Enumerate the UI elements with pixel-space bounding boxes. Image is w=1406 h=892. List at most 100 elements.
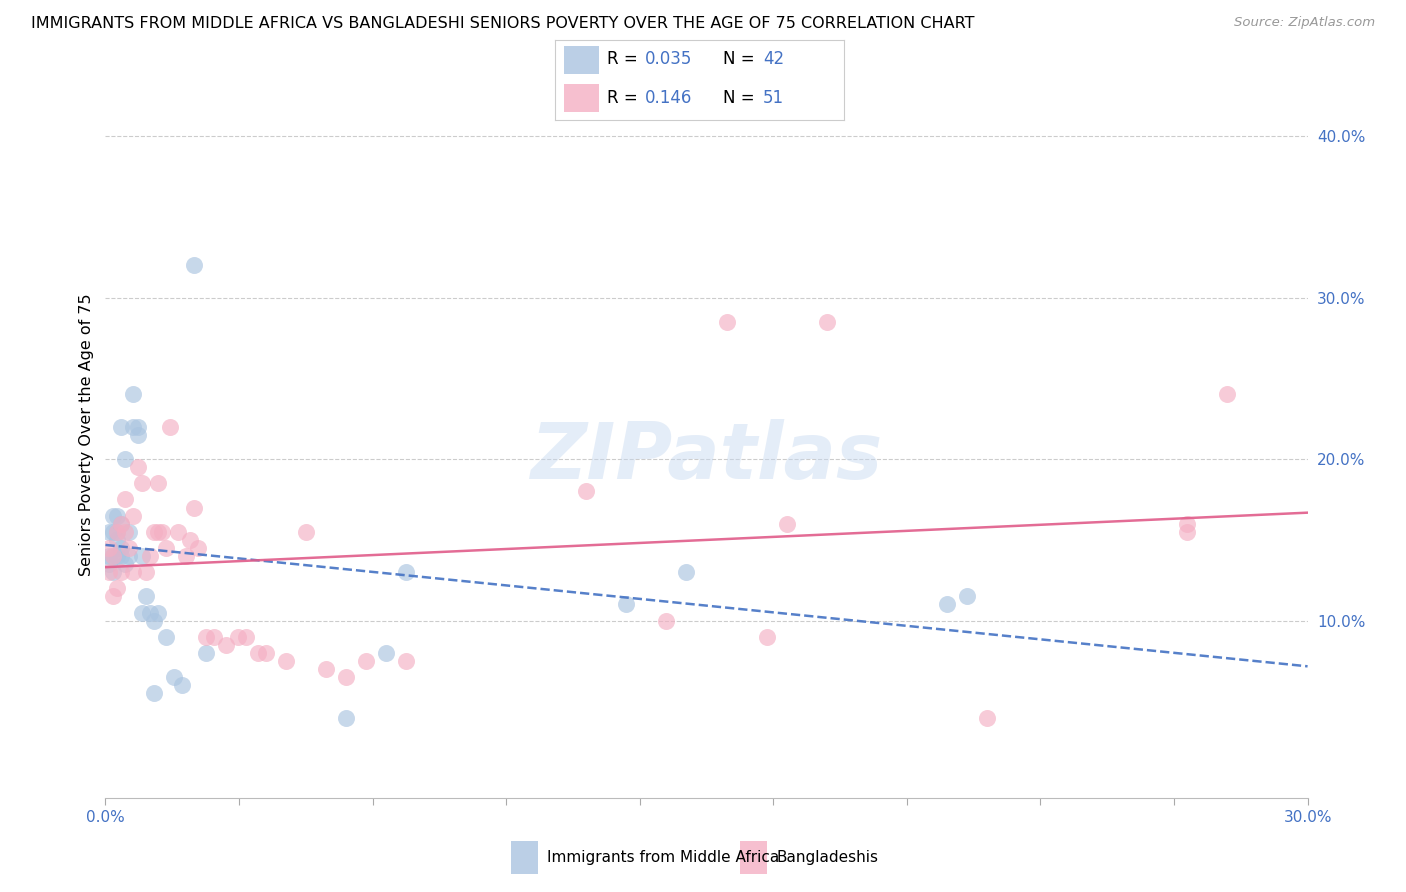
Text: R =: R = [607, 89, 644, 107]
Point [295, 524, 318, 539]
Point [98, 565, 121, 579]
Point [122, 565, 145, 579]
Point [142, 524, 165, 539]
Point [110, 516, 132, 531]
Point [235, 630, 257, 644]
Point [226, 630, 249, 644]
Text: N =: N = [723, 51, 759, 69]
Point [374, 646, 398, 660]
Point [107, 524, 129, 539]
Point [146, 606, 169, 620]
Point [335, 710, 357, 724]
Point [131, 476, 153, 491]
Point [127, 428, 149, 442]
Point [107, 524, 129, 539]
Point [98, 557, 121, 571]
Point [114, 492, 136, 507]
Point [202, 630, 225, 644]
Point [254, 646, 277, 660]
Point [755, 630, 778, 644]
Text: Source: ZipAtlas.com: Source: ZipAtlas.com [1234, 16, 1375, 29]
Point [118, 541, 141, 555]
Point [103, 549, 125, 563]
Point [150, 524, 173, 539]
Point [335, 670, 357, 684]
Point [183, 500, 205, 515]
Point [114, 557, 136, 571]
Point [103, 590, 125, 604]
Point [395, 565, 418, 579]
Bar [564, 85, 599, 112]
Point [107, 508, 129, 523]
Point [166, 524, 188, 539]
Point [776, 516, 799, 531]
Point [716, 315, 738, 329]
Point [118, 524, 141, 539]
Point [194, 646, 217, 660]
Point [135, 590, 157, 604]
Text: Bangladeshis: Bangladeshis [776, 850, 879, 864]
Point [1177, 516, 1199, 531]
Text: ZIPatlas: ZIPatlas [530, 418, 883, 495]
Bar [510, 841, 537, 874]
Point [114, 452, 136, 467]
Point [655, 614, 678, 628]
Text: Immigrants from Middle Africa: Immigrants from Middle Africa [547, 850, 779, 864]
Point [107, 582, 129, 596]
Point [103, 549, 125, 563]
Point [114, 524, 136, 539]
Point [103, 524, 125, 539]
Point [1177, 524, 1199, 539]
Text: R =: R = [607, 51, 644, 69]
Point [127, 419, 149, 434]
Point [194, 630, 217, 644]
Text: IMMIGRANTS FROM MIDDLE AFRICA VS BANGLADESHI SENIORS POVERTY OVER THE AGE OF 75 : IMMIGRANTS FROM MIDDLE AFRICA VS BANGLAD… [31, 16, 974, 31]
Point [162, 670, 184, 684]
Point [956, 590, 979, 604]
Point [395, 654, 418, 668]
Point [122, 508, 145, 523]
Point [187, 541, 209, 555]
Point [142, 686, 165, 700]
Point [170, 678, 193, 692]
Point [98, 549, 121, 563]
Point [138, 549, 160, 563]
Point [246, 646, 269, 660]
Point [107, 533, 129, 547]
Point [274, 654, 297, 668]
Point [110, 565, 132, 579]
Point [122, 387, 145, 401]
Point [575, 484, 598, 499]
Point [183, 258, 205, 272]
Text: 0.146: 0.146 [645, 89, 692, 107]
Point [131, 549, 153, 563]
Point [142, 614, 165, 628]
Point [315, 662, 337, 676]
Point [936, 598, 959, 612]
Point [138, 606, 160, 620]
Text: 0.035: 0.035 [645, 51, 692, 69]
Text: 51: 51 [763, 89, 785, 107]
Point [1216, 387, 1239, 401]
Y-axis label: Seniors Poverty Over the Age of 75: Seniors Poverty Over the Age of 75 [79, 293, 94, 576]
Point [122, 419, 145, 434]
Point [815, 315, 838, 329]
Point [159, 419, 181, 434]
Point [118, 549, 141, 563]
Point [131, 606, 153, 620]
Point [174, 549, 197, 563]
Point [155, 541, 177, 555]
Point [110, 541, 132, 555]
Point [179, 533, 201, 547]
Bar [740, 841, 768, 874]
Point [110, 516, 132, 531]
Bar [564, 45, 599, 74]
Point [354, 654, 377, 668]
Point [214, 638, 236, 652]
Point [675, 565, 697, 579]
Point [135, 565, 157, 579]
Point [103, 565, 125, 579]
Point [110, 419, 132, 434]
Point [146, 524, 169, 539]
Text: N =: N = [723, 89, 759, 107]
